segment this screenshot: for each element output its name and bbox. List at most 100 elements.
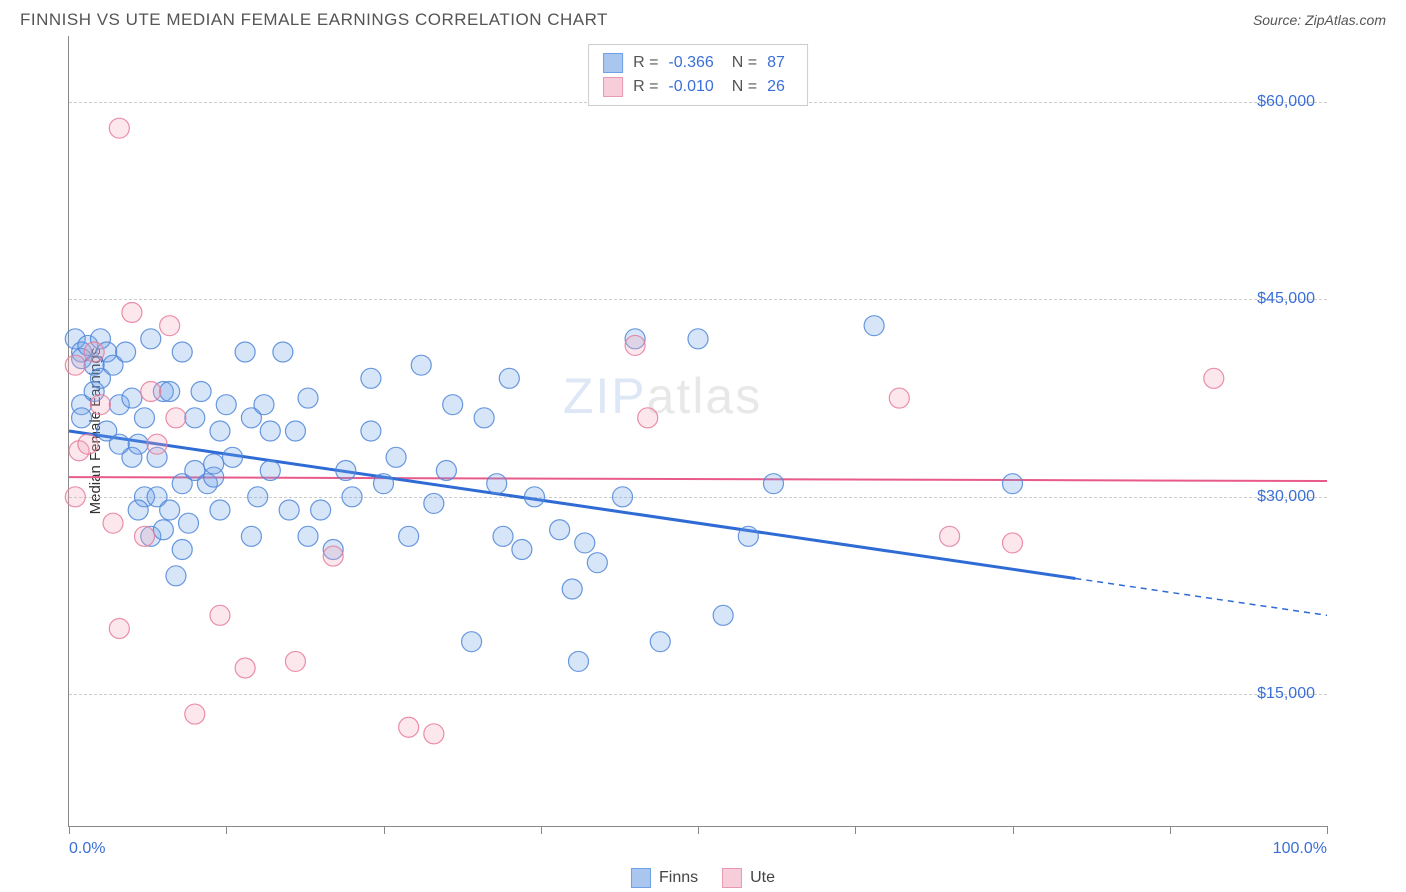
- legend-label: Finns: [659, 869, 698, 887]
- data-point-finns: [179, 513, 199, 533]
- x-tick: [1013, 826, 1014, 834]
- x-tick: [541, 826, 542, 834]
- data-point-ute: [940, 526, 960, 546]
- data-point-ute: [134, 526, 154, 546]
- data-point-ute: [399, 717, 419, 737]
- data-point-finns: [361, 421, 381, 441]
- x-label-left: 0.0%: [69, 840, 105, 858]
- data-point-finns: [210, 421, 230, 441]
- data-point-finns: [172, 342, 192, 362]
- data-point-finns: [361, 368, 381, 388]
- data-point-finns: [298, 388, 318, 408]
- stat-r-value: -0.366: [668, 54, 713, 72]
- data-point-finns: [160, 500, 180, 520]
- x-tick: [855, 826, 856, 834]
- data-point-finns: [1003, 474, 1023, 494]
- data-point-ute: [65, 487, 85, 507]
- scatter-svg: [69, 36, 1327, 826]
- stats-box: R =-0.366N =87R =-0.010N =26: [588, 44, 808, 106]
- x-tick: [226, 826, 227, 834]
- trend-line-ute: [69, 477, 1327, 481]
- data-point-finns: [122, 388, 142, 408]
- data-point-ute: [147, 434, 167, 454]
- data-point-finns: [241, 526, 261, 546]
- data-point-finns: [462, 632, 482, 652]
- data-point-finns: [411, 355, 431, 375]
- data-point-finns: [153, 520, 173, 540]
- stat-r-label: R =: [633, 78, 658, 96]
- data-point-finns: [72, 408, 92, 428]
- data-point-finns: [273, 342, 293, 362]
- data-point-ute: [65, 355, 85, 375]
- data-point-finns: [210, 500, 230, 520]
- data-point-ute: [424, 724, 444, 744]
- data-point-ute: [122, 303, 142, 323]
- data-point-ute: [1003, 533, 1023, 553]
- data-point-finns: [864, 316, 884, 336]
- data-point-finns: [128, 434, 148, 454]
- data-point-finns: [134, 408, 154, 428]
- stat-n-value: 26: [767, 78, 785, 96]
- legend-label: Ute: [750, 869, 775, 887]
- x-tick: [698, 826, 699, 834]
- data-point-finns: [424, 493, 444, 513]
- data-point-finns: [443, 395, 463, 415]
- data-point-finns: [279, 500, 299, 520]
- data-point-finns: [254, 395, 274, 415]
- data-point-finns: [298, 526, 318, 546]
- data-point-ute: [210, 605, 230, 625]
- data-point-finns: [204, 454, 224, 474]
- stat-n-value: 87: [767, 54, 785, 72]
- swatch-icon: [603, 77, 623, 97]
- data-point-ute: [1204, 368, 1224, 388]
- data-point-ute: [638, 408, 658, 428]
- x-tick: [1327, 826, 1328, 834]
- data-point-finns: [550, 520, 570, 540]
- swatch-icon: [631, 868, 651, 888]
- data-point-finns: [512, 540, 532, 560]
- data-point-ute: [103, 513, 123, 533]
- x-tick: [69, 826, 70, 834]
- data-point-finns: [738, 526, 758, 546]
- data-point-finns: [311, 500, 331, 520]
- data-point-finns: [763, 474, 783, 494]
- data-point-ute: [166, 408, 186, 428]
- chart-area: Median Female Earnings $15,000$30,000$45…: [20, 36, 1386, 826]
- data-point-finns: [575, 533, 595, 553]
- data-point-finns: [688, 329, 708, 349]
- data-point-finns: [374, 474, 394, 494]
- data-point-finns: [166, 566, 186, 586]
- data-point-ute: [285, 651, 305, 671]
- data-point-finns: [191, 382, 211, 402]
- data-point-finns: [487, 474, 507, 494]
- data-point-ute: [109, 118, 129, 138]
- data-point-ute: [78, 434, 98, 454]
- data-point-ute: [84, 342, 104, 362]
- data-point-finns: [260, 461, 280, 481]
- data-point-finns: [141, 329, 161, 349]
- data-point-ute: [141, 382, 161, 402]
- legend-item-finns: Finns: [631, 868, 698, 888]
- data-point-finns: [223, 447, 243, 467]
- x-tick: [384, 826, 385, 834]
- data-point-finns: [235, 342, 255, 362]
- data-point-finns: [386, 447, 406, 467]
- data-point-finns: [493, 526, 513, 546]
- data-point-finns: [524, 487, 544, 507]
- stat-r-value: -0.010: [668, 78, 713, 96]
- data-point-finns: [336, 461, 356, 481]
- data-point-finns: [248, 487, 268, 507]
- data-point-ute: [185, 704, 205, 724]
- legend: Finns Ute: [631, 868, 775, 888]
- data-point-finns: [713, 605, 733, 625]
- stat-n-label: N =: [732, 78, 757, 96]
- data-point-finns: [185, 408, 205, 428]
- data-point-ute: [90, 395, 110, 415]
- data-point-ute: [160, 316, 180, 336]
- data-point-finns: [399, 526, 419, 546]
- data-point-ute: [625, 335, 645, 355]
- data-point-finns: [160, 382, 180, 402]
- data-point-finns: [568, 651, 588, 671]
- data-point-finns: [116, 342, 136, 362]
- chart-title: FINNISH VS UTE MEDIAN FEMALE EARNINGS CO…: [20, 10, 608, 30]
